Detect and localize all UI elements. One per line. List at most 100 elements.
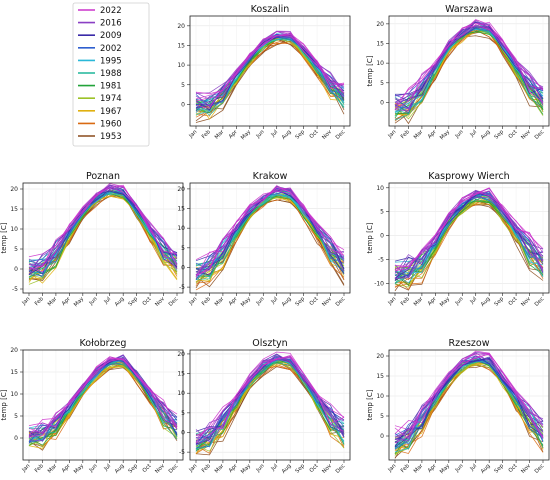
xtick-label: Feb (201, 129, 212, 140)
xtick-label: Mar (413, 129, 425, 141)
panel-rzeszow: Rzeszow 0 5 10 15 20 Jan Feb Mar Apr May Jun Jul Aug S… (366, 338, 550, 475)
ytick-label: 5 (181, 82, 185, 89)
xtick-label: Dec (335, 129, 347, 141)
xtick-label: Mar (413, 296, 425, 308)
xtick-label: Jan (387, 463, 398, 474)
xtick-label: Jun (454, 129, 465, 140)
xtick-label: Jan (21, 296, 32, 307)
xtick-label: Sep (295, 463, 307, 475)
xtick-label: Apr (427, 129, 438, 140)
xtick-label: Jul (103, 463, 113, 473)
xtick-label: Feb (34, 463, 45, 474)
ytick-label: 5 (14, 246, 18, 253)
legend-label-2002: 2002 (100, 44, 122, 54)
series-line (195, 194, 345, 280)
series-line (394, 190, 544, 274)
panel-koszalin: Koszalin 0 5 10 15 20 Jan Feb Mar Apr May Jun Jul Aug… (177, 4, 351, 142)
legend-label-1974: 1974 (100, 94, 122, 104)
xtick-label: May (73, 463, 86, 476)
ytick-label: 0 (14, 435, 18, 442)
series-line (28, 190, 178, 276)
legend-label-2009: 2009 (100, 31, 122, 41)
xtick-label: Apr (228, 463, 239, 474)
legend-label-1953: 1953 (100, 132, 122, 142)
legend-label-1988: 1988 (100, 69, 122, 79)
xtick-label: Apr (427, 296, 438, 307)
series-line (394, 201, 544, 288)
ytick-label: 15 (177, 206, 185, 213)
xtick-label: Sep (494, 296, 506, 308)
ytick-label: 10 (10, 391, 18, 398)
xtick-label: Aug (480, 463, 492, 475)
ytick-label: 5 (380, 413, 384, 420)
xtick-label: Sep (494, 129, 506, 141)
xtick-label: Feb (201, 296, 212, 307)
xtick-label: Jan (387, 296, 398, 307)
xtick-label: Aug (281, 463, 293, 475)
ytick-label: 0 (380, 233, 384, 240)
series-line (28, 358, 178, 436)
xtick-label: Feb (201, 463, 212, 474)
ytick-label: -5 (12, 286, 18, 293)
xtick-label: Jul (270, 463, 280, 473)
legend-label-1967: 1967 (100, 107, 122, 117)
ytick-label: 20 (10, 186, 18, 193)
xtick-label: May (240, 129, 253, 142)
ytick-label: 0 (181, 264, 185, 271)
xtick-label: Mar (214, 129, 226, 141)
series-line (195, 31, 345, 102)
series-line (394, 350, 544, 444)
y-axis-label: temp [C] (0, 222, 8, 253)
xtick-label: Jun (88, 463, 99, 474)
xtick-label: Dec (534, 129, 546, 141)
legend-label-2016: 2016 (100, 19, 122, 29)
ytick-label: 20 (177, 23, 185, 30)
xtick-label: Mar (214, 463, 226, 475)
series-line (195, 36, 345, 105)
series-line (195, 351, 345, 437)
xtick-label: Feb (400, 463, 411, 474)
ytick-label: 20 (376, 21, 384, 28)
axes-frame (189, 349, 351, 461)
xtick-label: Jul (469, 296, 479, 306)
ytick-label: 15 (10, 369, 18, 376)
xtick-label: Jan (387, 129, 398, 140)
xtick-label: Jan (188, 463, 199, 474)
series-line (394, 352, 544, 441)
xtick-label: Dec (534, 296, 546, 308)
xtick-label: Feb (400, 296, 411, 307)
ytick-label: 0 (380, 433, 384, 440)
xtick-label: Sep (128, 296, 140, 308)
xtick-label: Dec (168, 463, 180, 475)
panel-title: Koszalin (251, 4, 290, 15)
xtick-label: Oct (508, 129, 519, 140)
xtick-label: Oct (309, 463, 320, 474)
xtick-label: Jul (103, 296, 113, 306)
ytick-label: -5 (378, 257, 384, 264)
ytick-label: -10 (374, 280, 384, 287)
xtick-label: May (73, 296, 86, 309)
series-line (394, 26, 544, 112)
ytick-label: 0 (181, 430, 185, 437)
ytick-label: 0 (14, 266, 18, 273)
xtick-label: Oct (309, 129, 320, 140)
series-line (195, 190, 345, 276)
xtick-label: Jan (188, 129, 199, 140)
y-axis-label: temp [C] (366, 389, 374, 420)
ytick-label: 10 (177, 390, 185, 397)
ytick-label: 10 (376, 393, 384, 400)
xtick-label: Oct (508, 463, 519, 474)
xtick-label: Jun (88, 296, 99, 307)
axes-frame (388, 15, 550, 127)
xtick-label: Aug (114, 463, 126, 475)
xtick-label: Aug (480, 296, 492, 308)
xtick-label: Jul (469, 463, 479, 473)
panel-kołobrzeg: Kołobrzeg 0 5 10 15 20 Jan Feb Mar Apr May Jun Jul Au… (0, 338, 184, 476)
ytick-label: -5 (179, 284, 185, 291)
series-line (28, 356, 178, 428)
axes-frame (189, 15, 351, 127)
panel-title: Krakow (253, 171, 288, 182)
series-line (28, 183, 178, 273)
xtick-label: Apr (61, 296, 72, 307)
